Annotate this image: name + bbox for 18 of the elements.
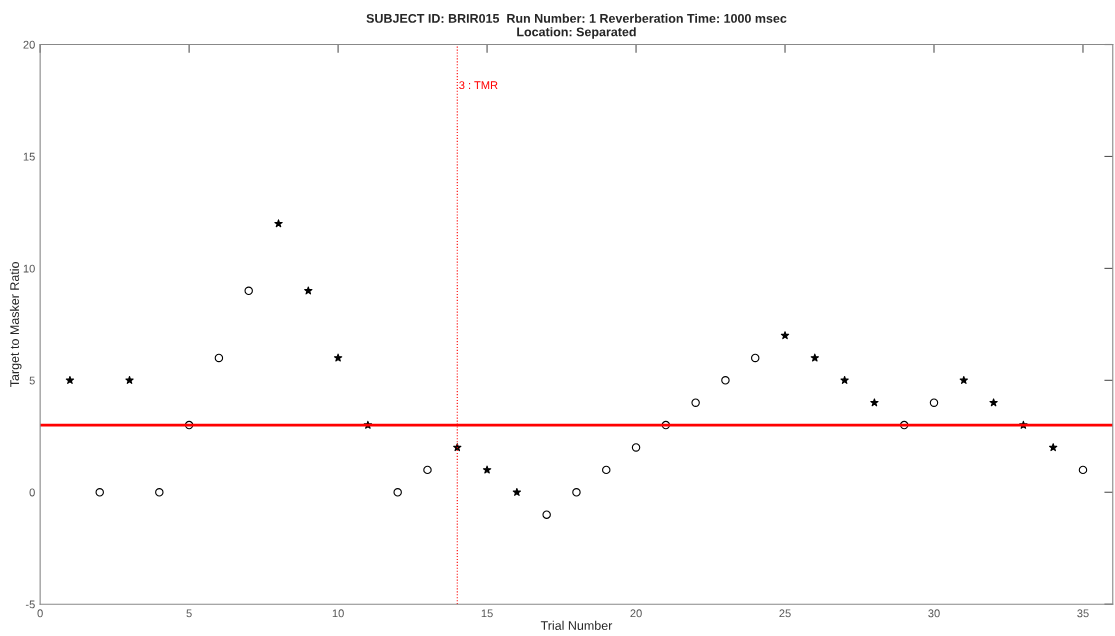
x-tick-label: 15: [481, 609, 493, 618]
y-tick-label: 15: [23, 152, 35, 161]
x-axis-title: Trial Number: [540, 620, 613, 630]
y-tick-label: 0: [29, 488, 35, 497]
x-tick-label: 0: [37, 609, 43, 618]
ref-line-label: 3 : TMR: [459, 81, 498, 90]
x-tick-label: 5: [186, 609, 192, 618]
x-tick-label: 25: [779, 609, 791, 618]
y-axis-title: Target to Masker Ratio: [9, 262, 22, 387]
x-tick-label: 10: [332, 609, 344, 618]
x-tick-label: 30: [928, 609, 940, 618]
y-tick-label: 10: [23, 264, 35, 273]
y-tick-label: 5: [29, 376, 35, 385]
chart-title: SUBJECT ID: BRIR015 Run Number: 1 Reverberation Time: 1000 msec Location: Separated: [366, 13, 787, 39]
x-tick-label: 20: [630, 609, 642, 618]
y-tick-label: -5: [25, 600, 35, 609]
y-tick-label: 20: [23, 40, 35, 49]
x-tick-label: 35: [1077, 609, 1089, 618]
